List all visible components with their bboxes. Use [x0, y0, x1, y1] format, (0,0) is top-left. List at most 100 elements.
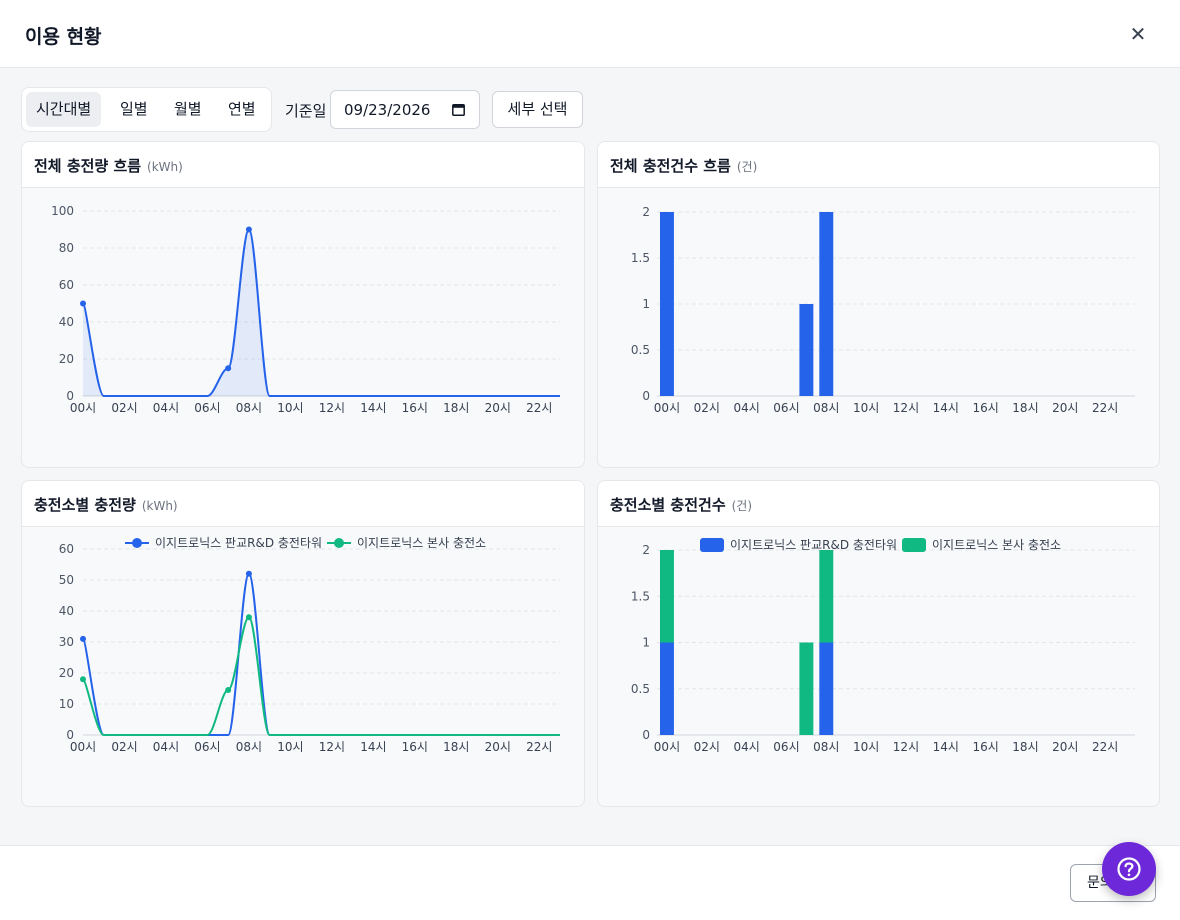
station-energy-chart: 0 10 20 30 40 50 60 00시 02시 04시 06시 08시 10시 12시 14시 16시…: [59, 536, 560, 754]
x-tick-label: 08시: [813, 401, 839, 415]
bar: [659, 642, 674, 735]
data-point: [245, 614, 252, 621]
card-title: 전체 충전건수 흐름 (건): [610, 155, 757, 176]
date-input[interactable]: 09/23/2026: [330, 90, 480, 129]
x-tick-label: 04시: [733, 740, 759, 754]
calendar-icon[interactable]: [452, 103, 465, 116]
data-point: [80, 300, 86, 307]
date-label: 기준일: [285, 102, 327, 120]
data-point: [245, 570, 252, 577]
x-tick-label: 10시: [277, 740, 303, 754]
x-tick-label: 06시: [773, 740, 799, 754]
date-value: 09/23/2026: [344, 101, 431, 119]
data-point: [80, 635, 86, 642]
x-tick-label: 20시: [485, 401, 511, 415]
legend-swatch: [700, 538, 724, 552]
y-tick-label: 1: [642, 636, 650, 650]
y-tick-label: 10: [59, 697, 74, 711]
card-header: 전체 충전량 흐름 (kWh): [22, 142, 584, 188]
x-tick-label: 14시: [933, 401, 959, 415]
y-tick-label: 1.5: [631, 589, 650, 603]
modal-header: 이용 현황 ✕: [0, 0, 1180, 68]
x-tick-label: 12시: [893, 740, 919, 754]
bar: [659, 212, 674, 396]
bar: [819, 642, 834, 735]
y-tick-label: 2: [642, 543, 650, 557]
card-title-text: 충전소별 충전건수: [610, 496, 726, 514]
card-header: 충전소별 충전량 (kWh): [22, 481, 584, 527]
segment-hourly[interactable]: 시간대별: [26, 92, 102, 127]
y-tick-label: 50: [59, 573, 74, 587]
segment-yearly[interactable]: 연별: [228, 100, 256, 118]
y-tick-label: 0.5: [631, 682, 650, 696]
data-point: [225, 365, 232, 372]
card-unit: (건): [731, 499, 753, 513]
y-tick-label: 1: [642, 297, 650, 311]
help-button[interactable]: [1102, 842, 1156, 896]
modal-title: 이용 현황: [25, 26, 102, 48]
card-title-text: 충전소별 충전량: [34, 496, 136, 514]
segment-daily[interactable]: 일별: [120, 100, 148, 118]
card-title: 충전소별 충전량 (kWh): [34, 494, 178, 515]
y-tick-label: 0.5: [631, 343, 650, 357]
x-tick-label: 22시: [526, 740, 552, 754]
card-title-text: 전체 충전량 흐름: [34, 157, 142, 175]
card-header: 전체 충전건수 흐름 (건): [598, 142, 1159, 188]
x-tick-label: 20시: [1052, 740, 1078, 754]
x-tick-label: 06시: [194, 401, 220, 415]
x-tick-label: 02시: [111, 740, 137, 754]
x-tick-label: 18시: [1012, 401, 1038, 415]
card-total-count: 전체 충전건수 흐름 (건) 0 0.5 1 1.5 2 00시 02시 04시 06시 08시 10…: [597, 141, 1160, 468]
data-point: [80, 676, 86, 683]
x-tick-label: 10시: [853, 401, 879, 415]
x-tick-label: 18시: [1012, 740, 1038, 754]
x-tick-label: 06시: [194, 740, 220, 754]
bar: [799, 642, 814, 735]
card-title-text: 전체 충전건수 흐름: [610, 157, 731, 175]
card-unit: (kWh): [147, 160, 183, 174]
y-tick-label: 80: [59, 241, 74, 255]
series-line: [82, 228, 560, 397]
close-icon[interactable]: ✕: [1129, 22, 1147, 46]
segment-monthly[interactable]: 월별: [174, 100, 202, 118]
y-tick-label: 0: [66, 389, 74, 403]
x-tick-label: 16시: [402, 740, 428, 754]
legend-label: 이지트로닉스 본사 충전소: [932, 538, 1061, 552]
legend-marker: [132, 538, 142, 548]
x-tick-label: 02시: [694, 401, 720, 415]
card-title: 충전소별 충전건수 (건): [610, 494, 752, 515]
detail-select-button[interactable]: 세부 선택: [492, 91, 583, 128]
data-point: [225, 687, 232, 694]
y-tick-label: 20: [59, 666, 74, 680]
x-tick-label: 18시: [443, 401, 469, 415]
y-tick-label: 1.5: [631, 251, 650, 265]
station-count-chart: 0 0.5 1 1.5 2 00시 02시 04시 06시 08시 10시 12시 14시 16시 18시 2…: [631, 538, 1135, 754]
x-tick-label: 10시: [277, 401, 303, 415]
y-tick-label: 60: [59, 278, 74, 292]
card-total-energy: 전체 충전량 흐름 (kWh) 0 20 40 60 80 100 00시 02시 04시 06시 0…: [21, 141, 585, 468]
x-tick-label: 16시: [972, 401, 998, 415]
x-tick-label: 08시: [236, 401, 262, 415]
x-tick-label: 20시: [1052, 401, 1078, 415]
legend-marker: [334, 538, 344, 548]
x-tick-label: 10시: [853, 740, 879, 754]
period-segment-group: 시간대별 일별 월별 연별: [21, 87, 272, 132]
data-point: [245, 226, 252, 233]
x-tick-label: 22시: [1092, 401, 1118, 415]
x-tick-label: 00시: [654, 740, 680, 754]
series-line: [82, 572, 560, 736]
x-tick-label: 02시: [111, 401, 137, 415]
y-tick-label: 0: [642, 728, 650, 742]
modal-footer: [0, 845, 1180, 920]
legend-label: 이지트로닉스 판교R&D 충전타워: [155, 536, 322, 550]
question-icon: [1117, 857, 1141, 881]
y-tick-label: 100: [51, 204, 74, 218]
legend-swatch: [902, 538, 926, 552]
x-tick-label: 00시: [70, 740, 96, 754]
x-tick-label: 20시: [485, 740, 511, 754]
x-tick-label: 12시: [319, 740, 345, 754]
y-tick-label: 40: [59, 315, 74, 329]
x-tick-label: 04시: [733, 401, 759, 415]
y-tick-label: 2: [642, 205, 650, 219]
y-tick-label: 0: [66, 728, 74, 742]
